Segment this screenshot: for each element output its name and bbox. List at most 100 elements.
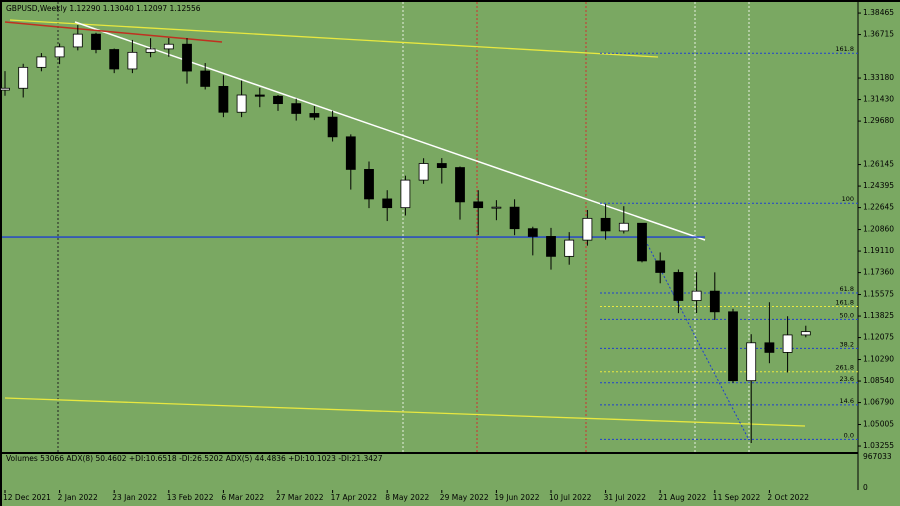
fib-label: 23.6	[840, 375, 854, 383]
x-tick-label: 23 Jan 2022	[112, 493, 157, 502]
fib-label: 100	[842, 195, 854, 203]
fib-label: 161.8	[835, 45, 854, 53]
volume-panel	[2, 454, 858, 490]
fib-label: 161.8	[835, 299, 854, 307]
x-tick-label: 8 May 2022	[385, 493, 429, 502]
candle-body	[382, 198, 393, 209]
y-tick-label: 1.36715	[863, 30, 894, 39]
candle-body	[782, 334, 793, 353]
fib-label: 50.0	[840, 311, 854, 319]
y-tick-label: 1.05005	[863, 420, 894, 429]
candle-body	[254, 94, 265, 97]
x-tick-label: 17 Apr 2022	[331, 493, 378, 502]
x-tick-label: 11 Sep 2022	[713, 493, 761, 502]
y-tick-label: 1.08540	[863, 376, 894, 385]
x-tick-label: 12 Dec 2021	[3, 493, 51, 502]
y-tick-label: 1.03255	[863, 441, 894, 450]
candle-body	[509, 206, 520, 230]
candle-body	[109, 49, 120, 70]
y-tick-label: 1.17360	[863, 268, 894, 277]
x-tick-label: 29 May 2022	[440, 493, 489, 502]
candle-body	[436, 163, 447, 168]
candle-body	[200, 70, 211, 87]
candle-body	[618, 222, 629, 232]
candle-body	[364, 169, 374, 200]
candle-body	[309, 113, 320, 118]
volume-label: Volumes 53066 ADX(8) 50.4602 +DI:10.6518…	[6, 454, 383, 463]
y-tick-label: 1.33180	[863, 73, 894, 82]
y-tick-label: 1.29680	[863, 116, 894, 125]
candle-body	[0, 87, 10, 91]
candle-body	[18, 66, 29, 89]
candle-body	[746, 342, 757, 382]
y-tick-label: 1.38465	[863, 8, 894, 17]
candle-body	[327, 116, 338, 138]
candle-body	[655, 260, 666, 273]
candle-body	[764, 342, 775, 353]
candle-body	[182, 43, 192, 72]
candle-body	[691, 290, 702, 301]
candle-body	[582, 217, 593, 241]
candle-body	[728, 311, 738, 382]
candle-body	[127, 51, 138, 70]
trendline	[4, 397, 806, 427]
candle-body	[418, 163, 429, 181]
x-tick-label: 13 Feb 2022	[167, 493, 214, 502]
y-tick-label: 1.24395	[863, 181, 894, 190]
x-tick-label: 6 Mar 2022	[221, 493, 264, 502]
x-tick-label: 27 Mar 2022	[276, 493, 324, 502]
fib-label: 261.8	[835, 364, 854, 372]
y-tick-label: 1.20860	[863, 225, 894, 234]
y-tick-label: 1.12075	[863, 333, 894, 342]
candle-body	[709, 290, 720, 313]
fib-label: 61.8	[840, 285, 854, 293]
trendline	[9, 19, 659, 58]
candle-body	[273, 95, 283, 105]
candle-body	[400, 179, 411, 209]
y-tick-label: 1.10290	[863, 355, 894, 364]
candle-body	[145, 48, 156, 53]
candle-body	[91, 33, 101, 50]
candle-body	[455, 167, 465, 203]
candle-body	[218, 86, 229, 113]
candle-body	[800, 331, 811, 336]
y-tick-label: 1.13825	[863, 311, 894, 320]
candle-body	[564, 239, 575, 257]
candle-body	[54, 46, 65, 58]
x-tick-label: 31 Jul 2022	[604, 493, 647, 502]
fib-label: 38.2	[840, 340, 854, 348]
volume-tick-label: 967033	[863, 452, 892, 461]
candle-body	[673, 272, 684, 301]
y-tick-label: 1.19110	[863, 246, 894, 255]
candle-body	[345, 136, 356, 170]
candle-body	[527, 228, 538, 237]
x-tick-label: 2 Oct 2022	[767, 493, 809, 502]
candle-body	[36, 56, 47, 68]
time-axis-area	[2, 490, 858, 506]
chart-title: GBPUSD,Weekly 1.12290 1.13040 1.12097 1.…	[6, 4, 201, 13]
y-tick-label: 1.31430	[863, 95, 894, 104]
x-tick-label: 19 Jun 2022	[494, 493, 539, 502]
plot-area	[2, 2, 858, 452]
x-tick-label: 2 Jan 2022	[58, 493, 98, 502]
candle-body	[236, 94, 247, 113]
y-tick-label: 1.15575	[863, 290, 894, 299]
y-tick-label: 1.26145	[863, 160, 894, 169]
y-tick-label: 1.06790	[863, 398, 894, 407]
x-tick-label: 21 Aug 2022	[658, 493, 706, 502]
y-tick-label: 1.22645	[863, 203, 894, 212]
candle-body	[491, 206, 502, 209]
x-tick-label: 10 Jul 2022	[549, 493, 592, 502]
price-axis-area	[858, 2, 900, 506]
fib-label: 14.6	[840, 397, 854, 405]
trendline	[639, 229, 750, 441]
candle-body	[163, 43, 174, 50]
candle-body	[600, 217, 611, 232]
candle-body	[473, 201, 484, 209]
candle-body	[291, 103, 302, 114]
trendline	[4, 21, 223, 43]
candle-body	[637, 222, 647, 262]
fib-label: 0.0	[844, 431, 854, 439]
volume-tick-label: 0	[863, 483, 868, 492]
